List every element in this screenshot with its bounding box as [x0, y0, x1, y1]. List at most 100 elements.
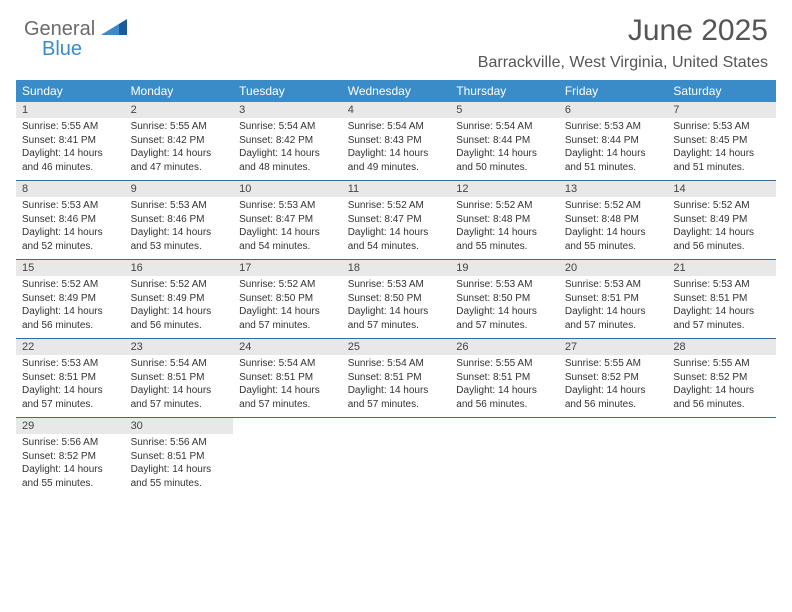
day-content: Sunrise: 5:55 AMSunset: 8:41 PMDaylight:… — [16, 118, 125, 180]
sunrise-line: Sunrise: 5:54 AM — [239, 357, 336, 371]
sunrise-line: Sunrise: 5:52 AM — [131, 278, 228, 292]
calendar-header-friday: Friday — [559, 80, 668, 102]
sunset-line: Sunset: 8:49 PM — [131, 292, 228, 306]
sunset-line: Sunset: 8:52 PM — [22, 450, 119, 464]
daylight-line: Daylight: 14 hours and 54 minutes. — [348, 226, 445, 253]
day-number: 13 — [559, 181, 668, 197]
sunset-line: Sunset: 8:46 PM — [22, 213, 119, 227]
day-content: Sunrise: 5:53 AMSunset: 8:50 PMDaylight:… — [342, 276, 451, 338]
daylight-line: Daylight: 14 hours and 57 minutes. — [565, 305, 662, 332]
sunrise-line: Sunrise: 5:53 AM — [673, 278, 770, 292]
logo-triangle-icon — [101, 19, 127, 40]
calendar-week-row: 29Sunrise: 5:56 AMSunset: 8:52 PMDayligh… — [16, 418, 776, 496]
day-number: 8 — [16, 181, 125, 197]
day-content: Sunrise: 5:53 AMSunset: 8:51 PMDaylight:… — [559, 276, 668, 338]
daylight-line: Daylight: 14 hours and 46 minutes. — [22, 147, 119, 174]
sunrise-line: Sunrise: 5:53 AM — [348, 278, 445, 292]
day-number: 30 — [125, 418, 234, 434]
daylight-line: Daylight: 14 hours and 48 minutes. — [239, 147, 336, 174]
sunset-line: Sunset: 8:50 PM — [456, 292, 553, 306]
sunset-line: Sunset: 8:51 PM — [348, 371, 445, 385]
day-number: 9 — [125, 181, 234, 197]
sunrise-line: Sunrise: 5:54 AM — [348, 357, 445, 371]
day-number: 1 — [16, 102, 125, 118]
calendar-day-cell: 27Sunrise: 5:55 AMSunset: 8:52 PMDayligh… — [559, 339, 668, 417]
day-content: Sunrise: 5:53 AMSunset: 8:51 PMDaylight:… — [667, 276, 776, 338]
daylight-line: Daylight: 14 hours and 49 minutes. — [348, 147, 445, 174]
sunset-line: Sunset: 8:46 PM — [131, 213, 228, 227]
day-number: 7 — [667, 102, 776, 118]
day-number: 12 — [450, 181, 559, 197]
day-number: 17 — [233, 260, 342, 276]
sunset-line: Sunset: 8:50 PM — [239, 292, 336, 306]
sunset-line: Sunset: 8:51 PM — [239, 371, 336, 385]
sunset-line: Sunset: 8:45 PM — [673, 134, 770, 148]
day-number: 6 — [559, 102, 668, 118]
daylight-line: Daylight: 14 hours and 56 minutes. — [22, 305, 119, 332]
sunrise-line: Sunrise: 5:55 AM — [456, 357, 553, 371]
daylight-line: Daylight: 14 hours and 47 minutes. — [131, 147, 228, 174]
calendar-day-cell: 9Sunrise: 5:53 AMSunset: 8:46 PMDaylight… — [125, 181, 234, 259]
daylight-line: Daylight: 14 hours and 55 minutes. — [565, 226, 662, 253]
calendar-header-monday: Monday — [125, 80, 234, 102]
calendar-day-cell: 4Sunrise: 5:54 AMSunset: 8:43 PMDaylight… — [342, 102, 451, 180]
sunrise-line: Sunrise: 5:52 AM — [239, 278, 336, 292]
sunrise-line: Sunrise: 5:52 AM — [565, 199, 662, 213]
daylight-line: Daylight: 14 hours and 51 minutes. — [673, 147, 770, 174]
calendar-day-cell: 28Sunrise: 5:55 AMSunset: 8:52 PMDayligh… — [667, 339, 776, 417]
sunset-line: Sunset: 8:51 PM — [131, 450, 228, 464]
sunrise-line: Sunrise: 5:56 AM — [22, 436, 119, 450]
day-content: Sunrise: 5:54 AMSunset: 8:42 PMDaylight:… — [233, 118, 342, 180]
calendar-day-cell: 1Sunrise: 5:55 AMSunset: 8:41 PMDaylight… — [16, 102, 125, 180]
day-content: Sunrise: 5:54 AMSunset: 8:51 PMDaylight:… — [125, 355, 234, 417]
calendar-week-row: 15Sunrise: 5:52 AMSunset: 8:49 PMDayligh… — [16, 260, 776, 339]
sunset-line: Sunset: 8:44 PM — [456, 134, 553, 148]
calendar-day-cell: 14Sunrise: 5:52 AMSunset: 8:49 PMDayligh… — [667, 181, 776, 259]
calendar-day-cell: 25Sunrise: 5:54 AMSunset: 8:51 PMDayligh… — [342, 339, 451, 417]
sunset-line: Sunset: 8:41 PM — [22, 134, 119, 148]
sunset-line: Sunset: 8:51 PM — [456, 371, 553, 385]
sunset-line: Sunset: 8:51 PM — [565, 292, 662, 306]
sunrise-line: Sunrise: 5:52 AM — [456, 199, 553, 213]
sunset-line: Sunset: 8:48 PM — [565, 213, 662, 227]
calendar-day-cell: 16Sunrise: 5:52 AMSunset: 8:49 PMDayligh… — [125, 260, 234, 338]
sunset-line: Sunset: 8:50 PM — [348, 292, 445, 306]
sunset-line: Sunset: 8:47 PM — [239, 213, 336, 227]
sunset-line: Sunset: 8:44 PM — [565, 134, 662, 148]
calendar-header-row: SundayMondayTuesdayWednesdayThursdayFrid… — [16, 80, 776, 102]
sunrise-line: Sunrise: 5:55 AM — [22, 120, 119, 134]
sunrise-line: Sunrise: 5:54 AM — [239, 120, 336, 134]
day-content: Sunrise: 5:52 AMSunset: 8:49 PMDaylight:… — [125, 276, 234, 338]
logo-text-blue: Blue — [42, 38, 82, 61]
day-content: Sunrise: 5:53 AMSunset: 8:50 PMDaylight:… — [450, 276, 559, 338]
calendar-day-cell: 26Sunrise: 5:55 AMSunset: 8:51 PMDayligh… — [450, 339, 559, 417]
calendar-day-cell: 3Sunrise: 5:54 AMSunset: 8:42 PMDaylight… — [233, 102, 342, 180]
day-content: Sunrise: 5:55 AMSunset: 8:52 PMDaylight:… — [667, 355, 776, 417]
sunrise-line: Sunrise: 5:53 AM — [565, 120, 662, 134]
daylight-line: Daylight: 14 hours and 53 minutes. — [131, 226, 228, 253]
day-content: Sunrise: 5:56 AMSunset: 8:52 PMDaylight:… — [16, 434, 125, 496]
calendar-day-cell: 13Sunrise: 5:52 AMSunset: 8:48 PMDayligh… — [559, 181, 668, 259]
sunset-line: Sunset: 8:52 PM — [565, 371, 662, 385]
day-content: Sunrise: 5:54 AMSunset: 8:51 PMDaylight:… — [233, 355, 342, 417]
calendar-day-cell: 2Sunrise: 5:55 AMSunset: 8:42 PMDaylight… — [125, 102, 234, 180]
calendar-day-cell: 29Sunrise: 5:56 AMSunset: 8:52 PMDayligh… — [16, 418, 125, 496]
calendar-day-cell: 30Sunrise: 5:56 AMSunset: 8:51 PMDayligh… — [125, 418, 234, 496]
day-number: 2 — [125, 102, 234, 118]
sunrise-line: Sunrise: 5:53 AM — [22, 199, 119, 213]
day-content: Sunrise: 5:54 AMSunset: 8:51 PMDaylight:… — [342, 355, 451, 417]
calendar-grid: SundayMondayTuesdayWednesdayThursdayFrid… — [16, 80, 776, 496]
sunrise-line: Sunrise: 5:52 AM — [22, 278, 119, 292]
day-number: 23 — [125, 339, 234, 355]
day-number: 10 — [233, 181, 342, 197]
day-content: Sunrise: 5:53 AMSunset: 8:46 PMDaylight:… — [125, 197, 234, 259]
calendar-day-cell: 10Sunrise: 5:53 AMSunset: 8:47 PMDayligh… — [233, 181, 342, 259]
day-content: Sunrise: 5:52 AMSunset: 8:48 PMDaylight:… — [559, 197, 668, 259]
calendar-day-cell: 12Sunrise: 5:52 AMSunset: 8:48 PMDayligh… — [450, 181, 559, 259]
sunrise-line: Sunrise: 5:53 AM — [456, 278, 553, 292]
calendar-day-cell: 18Sunrise: 5:53 AMSunset: 8:50 PMDayligh… — [342, 260, 451, 338]
sunset-line: Sunset: 8:51 PM — [131, 371, 228, 385]
sunrise-line: Sunrise: 5:54 AM — [131, 357, 228, 371]
daylight-line: Daylight: 14 hours and 50 minutes. — [456, 147, 553, 174]
calendar-header-sunday: Sunday — [16, 80, 125, 102]
